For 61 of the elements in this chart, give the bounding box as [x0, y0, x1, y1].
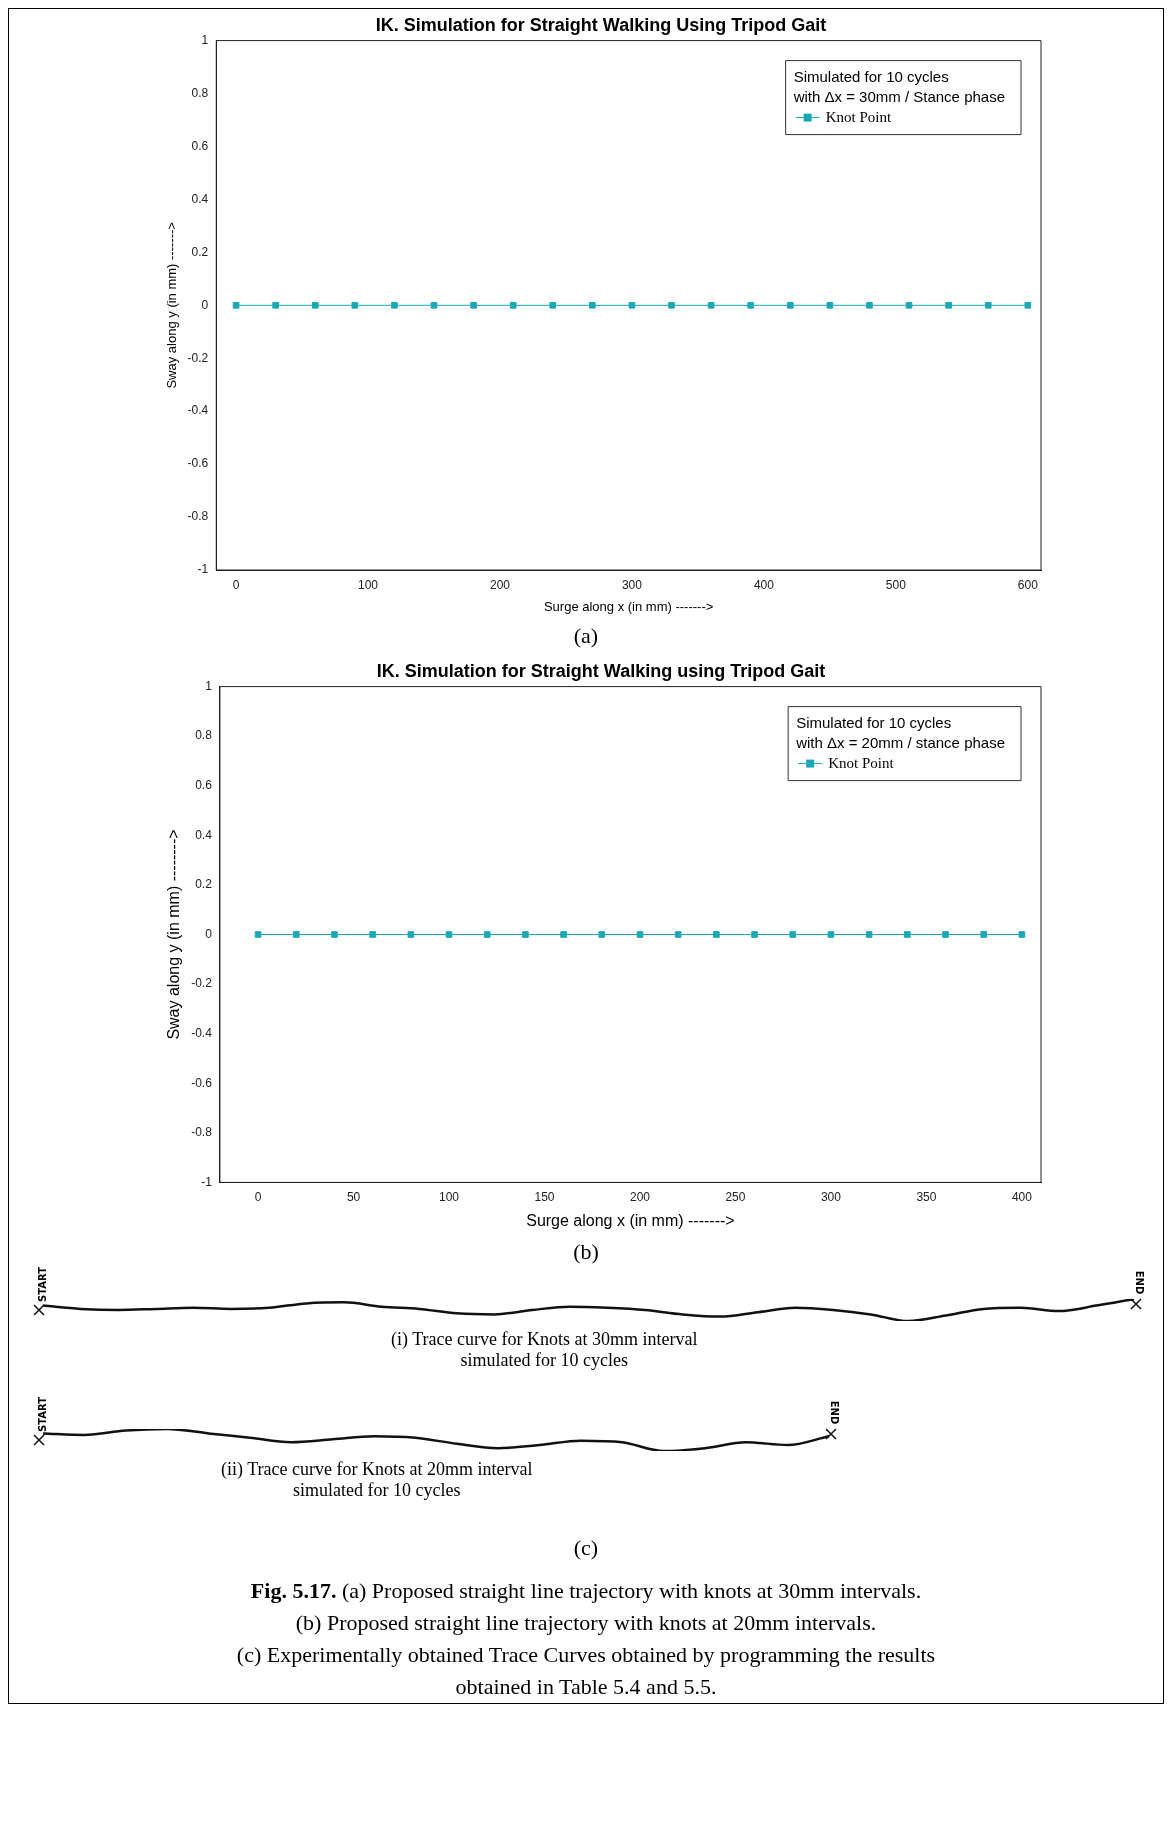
chart-title: IK. Simulation for Straight Walking using Tripod Gait — [376, 660, 826, 681]
x-tick-label: 250 — [725, 1189, 746, 1204]
x-tick-label: 350 — [916, 1189, 937, 1204]
text: (c) — [572, 1535, 600, 1561]
y-tick-label: 0.6 — [191, 138, 209, 153]
x-axis-title: Surge along x (in mm) -------> — [543, 598, 714, 614]
x-tick-label: 200 — [489, 577, 511, 592]
x-tick-label: 300 — [621, 577, 643, 592]
legend-title: Simulated for 10 cycles with Δx = 30mm / Stance phase — [792, 67, 1006, 105]
x-tick-label: 150 — [534, 1189, 555, 1204]
y-tick-label: -0.4 — [187, 403, 209, 418]
text: END — [829, 1400, 841, 1425]
y-tick-label: -0.8 — [191, 1125, 213, 1140]
y-tick-label: -0.6 — [191, 1075, 213, 1090]
x-tick-label: 400 — [1011, 1189, 1033, 1204]
y-tick-label: 0 — [201, 297, 209, 312]
y-tick-label: 0.2 — [191, 244, 209, 259]
x-tick-label: 50 — [346, 1189, 361, 1204]
text: END — [1134, 1270, 1146, 1295]
legend-title: Simulated for 10 cycles with Δx = 20mm / stance phase — [795, 713, 1006, 751]
x-tick-label: 200 — [629, 1189, 651, 1204]
chart-title: IK. Simulation for Straight Walking Using Tripod Gait — [375, 14, 827, 35]
y-tick-label: -1 — [201, 1174, 213, 1189]
text: (a) Proposed straight line trajectory with knots at 30mm intervals. — [341, 1578, 922, 1603]
y-tick-label: 1 — [201, 32, 209, 47]
y-tick-label: 0.8 — [191, 85, 209, 100]
text: (b) — [572, 1239, 600, 1265]
text: (a) — [572, 623, 600, 649]
y-tick-label: -0.2 — [191, 976, 213, 991]
x-tick-label: 100 — [439, 1189, 460, 1204]
x-axis-title: Surge along x (in mm) -------> — [526, 1211, 735, 1229]
y-tick-label: 0 — [205, 926, 213, 941]
legend-label: Knot Point — [825, 108, 892, 125]
y-tick-label: -0.6 — [187, 456, 209, 471]
text: (ii) Trace curve for Knots at 20mm interval simulated for 10 cycles — [221, 1459, 533, 1501]
y-tick-label: -0.2 — [187, 350, 209, 365]
y-tick-label: 1 — [205, 678, 213, 693]
x-tick-label: 400 — [753, 577, 775, 592]
y-axis-title: Sway along y (in mm) --------> — [165, 829, 183, 1040]
y-tick-label: -0.8 — [187, 509, 209, 524]
x-tick-label: 0 — [232, 577, 240, 592]
text: (c) Experimentally obtained Trace Curves obtained by programming the results obtained in Table 5.4 and 5.5. — [235, 1641, 937, 1701]
x-tick-label: 100 — [358, 577, 379, 592]
caption: Fig. 5.17. — [250, 1578, 337, 1603]
y-tick-label: -0.4 — [191, 1025, 213, 1040]
y-axis-title: Sway along y (in mm) -------> — [164, 222, 180, 389]
annotation: START — [37, 1396, 49, 1433]
x-tick-label: 600 — [1017, 577, 1039, 592]
x-tick-label: 300 — [820, 1189, 842, 1204]
y-tick-label: -1 — [197, 562, 209, 577]
y-tick-label: 0.4 — [191, 191, 209, 206]
y-tick-label: 0.8 — [195, 728, 213, 743]
x-tick-label: 0 — [254, 1189, 262, 1204]
y-tick-label: 0.6 — [195, 778, 213, 793]
legend-label: Knot Point — [828, 754, 895, 771]
y-tick-label: 0.2 — [195, 877, 213, 892]
y-tick-label: 0.4 — [195, 827, 213, 842]
text: (i) Trace curve for Knots at 30mm interval simulated for 10 cycles — [391, 1329, 698, 1371]
x-tick-label: 500 — [885, 577, 907, 592]
text: (b) Proposed straight line trajectory with knots at 20mm intervals. — [294, 1609, 878, 1637]
annotation: START — [37, 1266, 49, 1303]
